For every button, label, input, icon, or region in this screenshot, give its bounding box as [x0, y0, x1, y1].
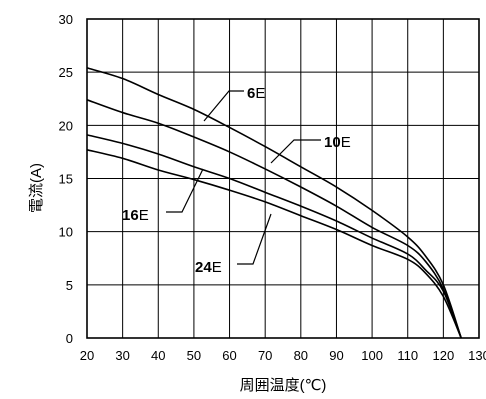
x-axis-title: 周囲温度(℃) — [240, 377, 327, 394]
series-label-suffix: E — [255, 85, 265, 102]
series-label-suffix: E — [341, 134, 351, 151]
series-label-suffix: E — [212, 259, 222, 276]
series-label-6E: 6E — [247, 85, 265, 102]
x-tick-label: 80 — [294, 348, 308, 363]
x-tick-label: 50 — [187, 348, 201, 363]
plot-frame — [86, 18, 480, 339]
x-tick-label: 30 — [115, 348, 129, 363]
y-tick-labels: 0 5 10 15 20 25 30 — [59, 12, 73, 346]
series-line-6E — [86, 67, 462, 339]
series-curves — [86, 67, 462, 339]
y-tick-label: 15 — [59, 172, 73, 187]
y-tick-label: 30 — [59, 12, 73, 27]
x-tick-label: 120 — [433, 348, 455, 363]
y-tick-label: 0 — [66, 331, 73, 346]
y-axis-title: 電流(A) — [28, 163, 45, 213]
series-line-10E — [86, 99, 462, 339]
leader-line-6E — [203, 90, 244, 122]
y-tick-label: 10 — [59, 225, 73, 240]
x-tick-label: 70 — [258, 348, 272, 363]
series-label-number: 6 — [247, 85, 255, 102]
x-tick-label: 40 — [151, 348, 165, 363]
x-tick-labels: 20 30 40 50 60 70 80 90 100 110 120 130 — [80, 348, 486, 363]
y-tick-label: 25 — [59, 65, 73, 80]
y-tick-label: 20 — [59, 118, 73, 133]
series-line-16E — [86, 134, 462, 339]
series-label-number: 16 — [122, 207, 139, 224]
series-label-suffix: E — [139, 207, 149, 224]
series-label-number: 10 — [324, 134, 341, 151]
series-label-16E: 16E — [122, 207, 149, 224]
series-line-24E — [86, 149, 462, 339]
leader-line-10E — [270, 139, 321, 164]
series-label-leaders — [166, 90, 321, 265]
series-label-10E: 10E — [324, 134, 351, 151]
x-tick-label: 20 — [80, 348, 94, 363]
x-tick-label: 90 — [329, 348, 343, 363]
x-tick-label: 100 — [361, 348, 383, 363]
series-label-24E: 24E — [195, 259, 222, 276]
x-tick-label: 110 — [397, 348, 418, 363]
x-tick-label: 130 — [468, 348, 486, 363]
series-label-number: 24 — [195, 259, 212, 276]
leader-line-16E — [166, 168, 204, 213]
y-tick-label: 5 — [66, 278, 73, 293]
x-tick-label: 60 — [222, 348, 236, 363]
leader-line-24E — [237, 213, 272, 265]
